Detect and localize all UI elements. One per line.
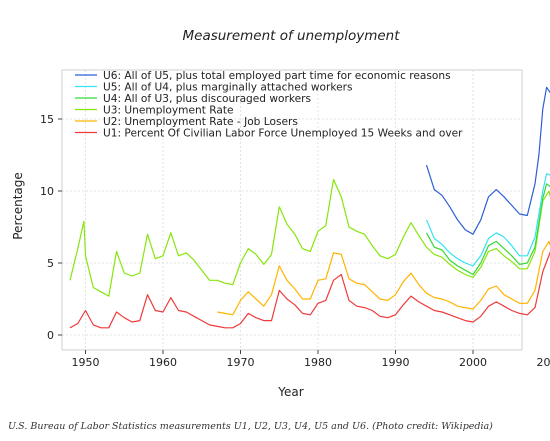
- y-tick-label: 0: [47, 329, 54, 342]
- legend: U6: All of U5, plus total employed part …: [75, 70, 463, 140]
- series-line-u3: [69, 178, 550, 297]
- legend-label-u3: U3: Unemployment Rate: [103, 105, 234, 117]
- y-tick-label: 15: [40, 113, 54, 126]
- series-line-u2: [217, 240, 550, 316]
- x-tick-label: 1960: [149, 356, 177, 369]
- legend-label-u6: U6: All of U5, plus total employed part …: [103, 70, 451, 82]
- axes: 19501960197019801990200020102020051015: [40, 113, 550, 369]
- x-tick-label: 2010: [537, 356, 550, 369]
- legend-label-u5: U5: All of U4, plus marginally attached …: [103, 82, 352, 94]
- series-line-u5: [425, 173, 550, 267]
- x-tick-label: 1990: [382, 356, 410, 369]
- plot-frame: [61, 69, 523, 351]
- legend-label-u1: U1: Percent Of Civilian Labor Force Unem…: [103, 128, 463, 140]
- series-line-u4: [425, 183, 550, 276]
- series-line-u6: [425, 86, 550, 235]
- series-lines: [69, 86, 550, 329]
- legend-label-u4: U4: All of U3, plus discouraged workers: [103, 93, 311, 105]
- series-line-u1: [69, 251, 550, 329]
- figure-caption: U.S. Bureau of Labor Statistics measurem…: [8, 421, 493, 432]
- y-tick-label: 10: [40, 185, 54, 198]
- x-tick-label: 1970: [227, 356, 255, 369]
- legend-label-u2: U2: Unemployment Rate - Job Losers: [103, 116, 298, 128]
- chart-title: Measurement of unemployment: [182, 28, 400, 44]
- grid: [62, 70, 522, 350]
- y-axis-label: Percentage: [11, 172, 25, 240]
- x-tick-label: 2000: [459, 356, 487, 369]
- x-axis-label: Year: [277, 385, 303, 399]
- y-tick-label: 5: [47, 257, 54, 270]
- x-tick-label: 1980: [304, 356, 332, 369]
- x-tick-label: 1950: [72, 356, 100, 369]
